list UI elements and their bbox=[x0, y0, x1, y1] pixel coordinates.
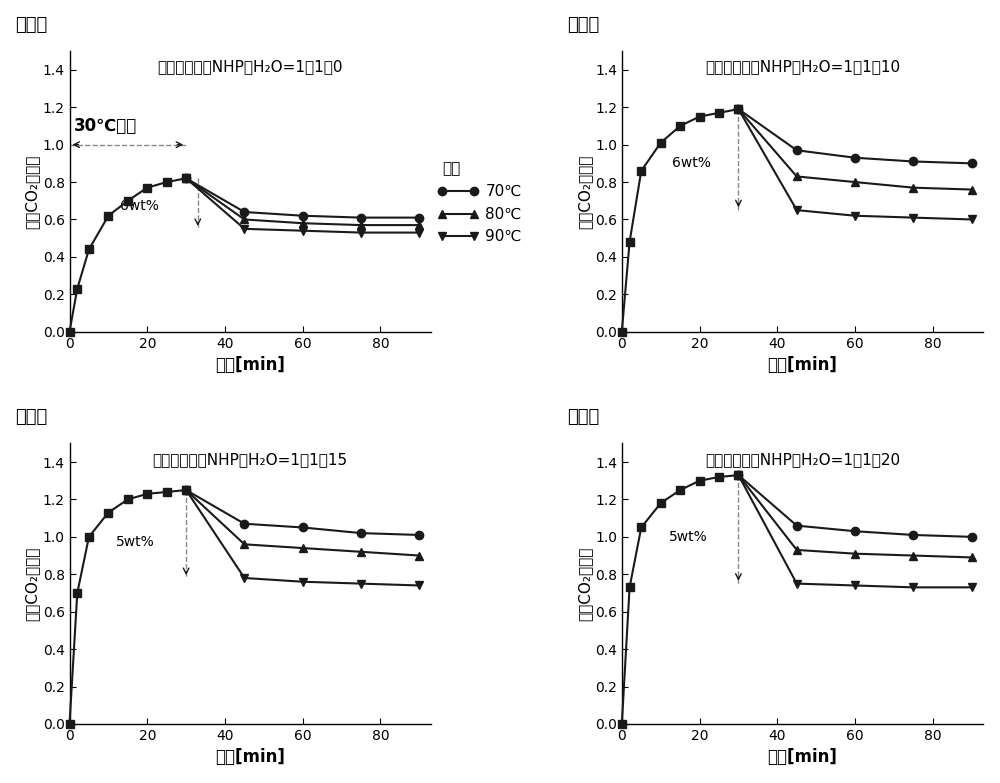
Text: （二）: （二） bbox=[568, 16, 600, 34]
Text: 再生: 再生 bbox=[442, 161, 460, 176]
Text: 90℃: 90℃ bbox=[485, 229, 522, 244]
X-axis label: 时间[min]: 时间[min] bbox=[768, 356, 838, 374]
Y-axis label: 摩尔CO₂负载量: 摩尔CO₂负载量 bbox=[577, 547, 592, 621]
Y-axis label: 摩尔CO₂负载量: 摩尔CO₂负载量 bbox=[25, 154, 40, 229]
X-axis label: 时间[min]: 时间[min] bbox=[215, 749, 285, 767]
X-axis label: 时间[min]: 时间[min] bbox=[768, 749, 838, 767]
Y-axis label: 摩尔CO₂负载量: 摩尔CO₂负载量 bbox=[577, 154, 592, 229]
Text: （一）: （一） bbox=[15, 16, 48, 34]
Text: 6wt%: 6wt% bbox=[672, 157, 711, 171]
Text: 二胺化合物：NHP：H₂O=1：1：10: 二胺化合物：NHP：H₂O=1：1：10 bbox=[705, 60, 900, 74]
Text: （四）: （四） bbox=[568, 409, 600, 427]
Text: 5wt%: 5wt% bbox=[116, 536, 155, 550]
Text: 5wt%: 5wt% bbox=[668, 530, 707, 544]
Text: 80℃: 80℃ bbox=[485, 207, 522, 222]
Text: 二胺化合物：NHP：H₂O=1：1：0: 二胺化合物：NHP：H₂O=1：1：0 bbox=[158, 60, 343, 74]
Text: 二胺化合物：NHP：H₂O=1：1：15: 二胺化合物：NHP：H₂O=1：1：15 bbox=[153, 452, 348, 467]
X-axis label: 时间[min]: 时间[min] bbox=[215, 356, 285, 374]
Text: 70℃: 70℃ bbox=[485, 184, 522, 199]
Text: （三）: （三） bbox=[15, 409, 48, 427]
Text: 6wt%: 6wt% bbox=[120, 200, 159, 214]
Text: 30℃吸收: 30℃吸收 bbox=[73, 117, 137, 135]
Y-axis label: 摩尔CO₂负载量: 摩尔CO₂负载量 bbox=[25, 547, 40, 621]
Text: 二胺化合物：NHP：H₂O=1：1：20: 二胺化合物：NHP：H₂O=1：1：20 bbox=[705, 452, 900, 467]
